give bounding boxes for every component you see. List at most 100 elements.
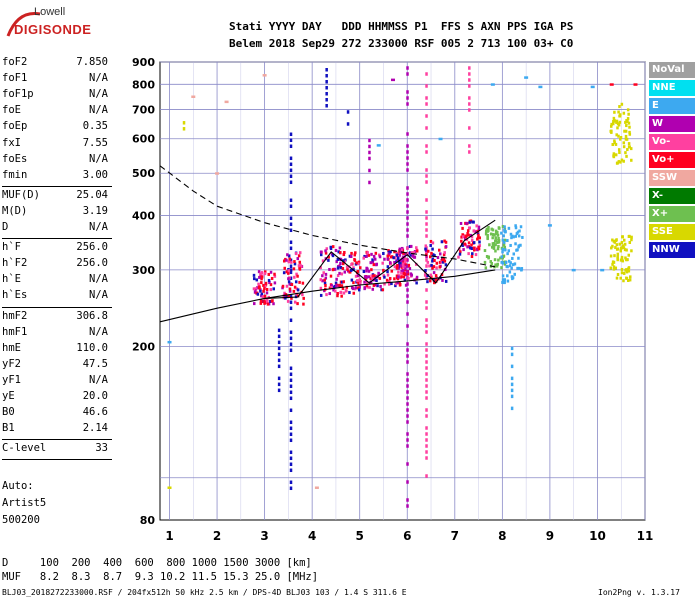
echo-point: [624, 120, 627, 124]
echo-point: [289, 222, 293, 227]
echo-point: [285, 284, 289, 288]
echo-point: [503, 230, 507, 234]
echo-point: [503, 245, 507, 249]
echo-point: [392, 256, 395, 260]
echo-point: [425, 438, 428, 442]
echo-point: [470, 255, 474, 259]
echo-point: [514, 226, 518, 230]
echo-point: [336, 291, 339, 295]
echo-point: [287, 269, 291, 273]
echo-point: [468, 78, 471, 82]
echo-point: [406, 90, 409, 94]
echo-point: [366, 251, 369, 255]
echo-point: [314, 486, 319, 489]
echo-point: [510, 266, 513, 270]
param-value: 0.35: [82, 120, 108, 133]
echo-point: [283, 259, 286, 263]
echo-point: [400, 248, 403, 252]
echo-point: [622, 111, 626, 115]
echo-point: [507, 226, 511, 230]
echo-point: [618, 105, 621, 109]
echo-point: [458, 252, 462, 256]
echo-point: [289, 330, 293, 335]
echo-point: [365, 269, 368, 273]
echo-point: [387, 253, 390, 257]
echo-point: [509, 232, 513, 236]
echo-point: [289, 246, 293, 251]
x-tick-label: 7: [451, 529, 459, 543]
echo-point: [406, 288, 409, 292]
echo-point: [414, 262, 418, 266]
echo-point: [485, 254, 489, 258]
echo-point: [269, 270, 273, 274]
echo-point: [388, 251, 391, 255]
echo-point: [628, 145, 631, 149]
echo-point: [627, 142, 631, 146]
echo-point: [289, 240, 293, 245]
echo-point: [484, 232, 488, 236]
echo-point: [472, 229, 476, 233]
echo-point: [336, 274, 340, 278]
param-label: fmin: [2, 168, 28, 181]
echo-point: [468, 102, 471, 106]
echo-point: [612, 267, 616, 271]
echo-point: [383, 275, 386, 279]
param-label: hmF1: [2, 325, 28, 338]
echo-point: [406, 354, 409, 358]
echo-point: [613, 254, 616, 258]
echo-point: [425, 342, 428, 346]
echo-point: [286, 253, 289, 257]
echo-point: [224, 100, 229, 104]
param-value: 7.850: [76, 56, 108, 68]
param-value: N/A: [89, 104, 108, 117]
echo-point: [630, 235, 633, 239]
echo-point: [397, 270, 400, 274]
echo-point: [369, 261, 373, 265]
echo-point: [358, 278, 362, 282]
echo-point: [352, 291, 356, 295]
echo-point: [396, 277, 400, 281]
echo-point: [424, 249, 428, 253]
echo-point: [475, 224, 478, 228]
echo-point: [477, 245, 480, 249]
echo-point: [289, 264, 293, 269]
echo-point: [373, 274, 376, 278]
echo-point: [610, 246, 613, 250]
param-row: h`Es N/A: [2, 289, 108, 305]
echo-point: [444, 279, 448, 283]
echo-point: [429, 273, 433, 277]
echo-point: [406, 162, 409, 166]
param-label: C-level: [2, 442, 47, 455]
echo-point: [285, 295, 289, 299]
echo-point: [430, 251, 433, 255]
echo-point: [406, 192, 409, 196]
echo-point: [301, 293, 304, 297]
echo-point: [396, 256, 400, 260]
echo-point: [265, 288, 269, 292]
echo-point: [511, 256, 514, 260]
echo-point: [277, 376, 281, 381]
echo-point: [406, 324, 409, 328]
echo-point: [424, 268, 427, 272]
echo-point: [406, 372, 409, 376]
echo-point: [296, 274, 299, 278]
echo-point: [406, 216, 409, 220]
echo-point: [494, 249, 497, 253]
echo-point: [477, 228, 481, 232]
echo-point: [324, 249, 327, 253]
echo-point: [334, 289, 337, 293]
echo-point: [510, 406, 514, 411]
echo-point: [404, 257, 407, 261]
echo-point: [406, 66, 409, 70]
echo-point: [510, 364, 514, 369]
echo-point: [415, 281, 418, 285]
param-row: fmin 3.00: [2, 169, 108, 185]
echo-point: [483, 260, 487, 264]
echo-point: [343, 270, 346, 274]
echo-point: [325, 92, 328, 96]
echo-point: [404, 270, 407, 274]
echo-point: [409, 244, 413, 248]
param-separator: [2, 185, 112, 187]
echo-point: [334, 281, 338, 285]
param-value: N/A: [89, 325, 108, 338]
